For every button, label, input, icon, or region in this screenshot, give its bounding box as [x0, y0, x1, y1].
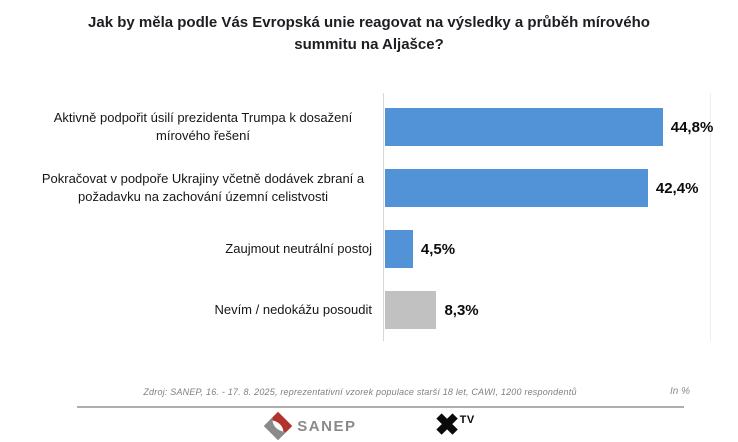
- footer-divider: [77, 406, 684, 408]
- value-label: 42,4%: [655, 179, 699, 197]
- value-label: 4,5%: [420, 240, 456, 258]
- category-label-cell: Nevím / nedokážu posoudit: [0, 301, 372, 319]
- category-label: Pokračovat v podpoře Ukrajiny včetně dod…: [41, 171, 365, 204]
- unit-note: In %: [669, 386, 690, 397]
- bar-track: 8,3%: [385, 291, 695, 329]
- sanep-logo-text: SANEP: [297, 417, 357, 435]
- category-label: Nevím / nedokážu posoudit: [214, 302, 372, 317]
- bar-row: Aktivně podpořit úsilí prezidenta Trumpa…: [0, 108, 738, 146]
- plot-area-right-border: [710, 93, 711, 341]
- category-label: Zaujmout neutrální postoj: [225, 241, 372, 256]
- footer-logos: SANEP ✖ TV: [0, 410, 738, 442]
- bar: [385, 169, 648, 207]
- value-label: 44,8%: [670, 118, 714, 136]
- bar: [385, 291, 437, 329]
- bar-track: 44,8%: [385, 108, 713, 146]
- value-label: 8,3%: [444, 301, 479, 319]
- bar: [385, 230, 413, 268]
- category-axis-line: [383, 93, 384, 341]
- bar-row: Pokračovat v podpoře Ukrajiny včetně dod…: [0, 169, 738, 207]
- category-label: Aktivně podpořit úsilí prezidenta Trumpa…: [53, 110, 353, 143]
- sanep-diamond-icon: [264, 411, 293, 441]
- bar-track: 42,4%: [385, 169, 698, 207]
- bar-row: Nevím / nedokážu posoudit 8,3%: [0, 291, 738, 329]
- tv-logo: ✖ TV: [434, 409, 475, 442]
- source-note: Zdroj: SANEP, 16. - 17. 8. 2025, repreze…: [143, 387, 577, 397]
- tv-x-icon: ✖: [434, 409, 460, 442]
- category-label-cell: Zaujmout neutrální postoj: [0, 240, 372, 258]
- tv-logo-text: TV: [459, 414, 475, 426]
- sanep-logo: SANEP: [263, 411, 356, 441]
- chart-title: Jak by měla podle Vás Evropská unie reag…: [88, 14, 650, 53]
- category-label-cell: Pokračovat v podpoře Ukrajiny včetně dod…: [0, 170, 372, 206]
- bar-track: 4,5%: [385, 230, 695, 268]
- bar-rows: Aktivně podpořit úsilí prezidenta Trumpa…: [0, 108, 738, 352]
- category-label-cell: Aktivně podpořit úsilí prezidenta Trumpa…: [0, 109, 372, 145]
- bar: [385, 108, 663, 146]
- bar-row: Zaujmout neutrální postoj 4,5%: [0, 230, 738, 268]
